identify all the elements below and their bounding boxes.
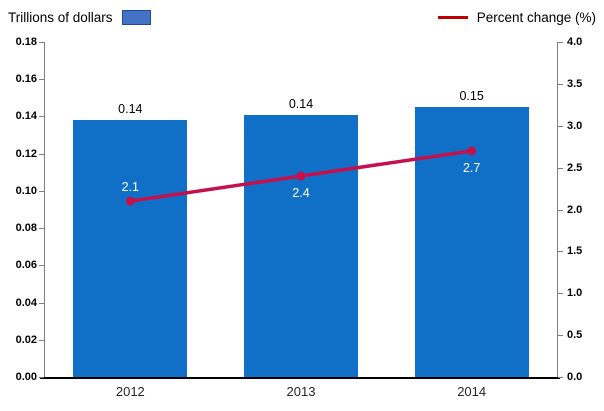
line-series-dash-icon [437,15,468,19]
left-axis-tick-label: 0.08 [15,222,37,235]
left-axis-tick [39,228,44,230]
left-axis-tick-label: 0.04 [15,296,37,309]
bar-data-label: 0.15 [459,89,484,104]
right-axis-tick-label: 3.0 [567,119,583,132]
left-axis-tick [39,302,44,304]
left-axis-tick-label: 0.10 [15,184,37,197]
left-axis-tick [39,116,44,118]
x-axis-line [40,377,560,379]
left-axis-tick-label: 0.18 [15,36,37,48]
left-axis-tick-label: 0.02 [15,333,37,346]
right-axis-tick [558,335,563,337]
left-axis-tick-label: 0.06 [15,259,37,272]
right-axis-tick [558,209,563,211]
left-axis-tick-label: 0.12 [15,147,37,160]
x-axis-label-2013: 2013 [286,384,316,399]
right-axis-tick [558,251,563,253]
right-axis-tick-label: 4.0 [567,36,583,48]
right-axis-tick-label: 2.0 [567,203,583,216]
right-axis-tick [558,293,563,295]
legend-left: Trillions of dollars [8,7,151,27]
left-axis-tick-label: 0.00 [15,371,37,383]
legend-left-label: Trillions of dollars [8,9,113,25]
right-axis-tick [558,42,563,43]
left-axis-tick [39,190,44,192]
right-axis-tick-label: 2.5 [567,161,583,174]
right-axis-tick [558,377,563,378]
left-axis-tick [39,79,44,81]
right-axis-tick-label: 1.0 [567,287,583,300]
right-axis-tick [558,83,563,85]
right-axis-tick [558,167,563,169]
right-axis-line [557,42,558,378]
left-axis-tick-label: 0.16 [15,73,37,86]
right-axis-tick [558,125,563,127]
legend-right-label: Percent change (%) [476,9,596,25]
right-axis-tick-label: 0.5 [567,329,583,342]
left-axis-tick [39,377,44,378]
left-axis-tick [39,265,44,267]
bar-series-swatch-icon [121,9,151,25]
right-axis-tick-label: 1.5 [567,245,583,258]
left-axis-tick [39,42,44,43]
x-axis-label-2014: 2014 [457,384,487,399]
left-axis-tick-label: 0.14 [15,110,37,123]
x-axis-label-2012: 2012 [115,384,145,399]
legend-right: Percent change (%) [437,7,596,27]
bar-data-label: 0.14 [288,96,314,111]
bar-data-label: 0.14 [118,102,143,117]
right-axis-tick-label: 0.0 [567,371,583,383]
right-axis-tick-label: 3.5 [567,77,583,90]
left-axis-line [44,42,45,378]
bar-2013 [244,114,358,377]
left-axis-tick [39,153,44,155]
bar-2014 [414,107,529,377]
bar-2012 [73,120,188,377]
left-axis-tick [39,339,44,341]
